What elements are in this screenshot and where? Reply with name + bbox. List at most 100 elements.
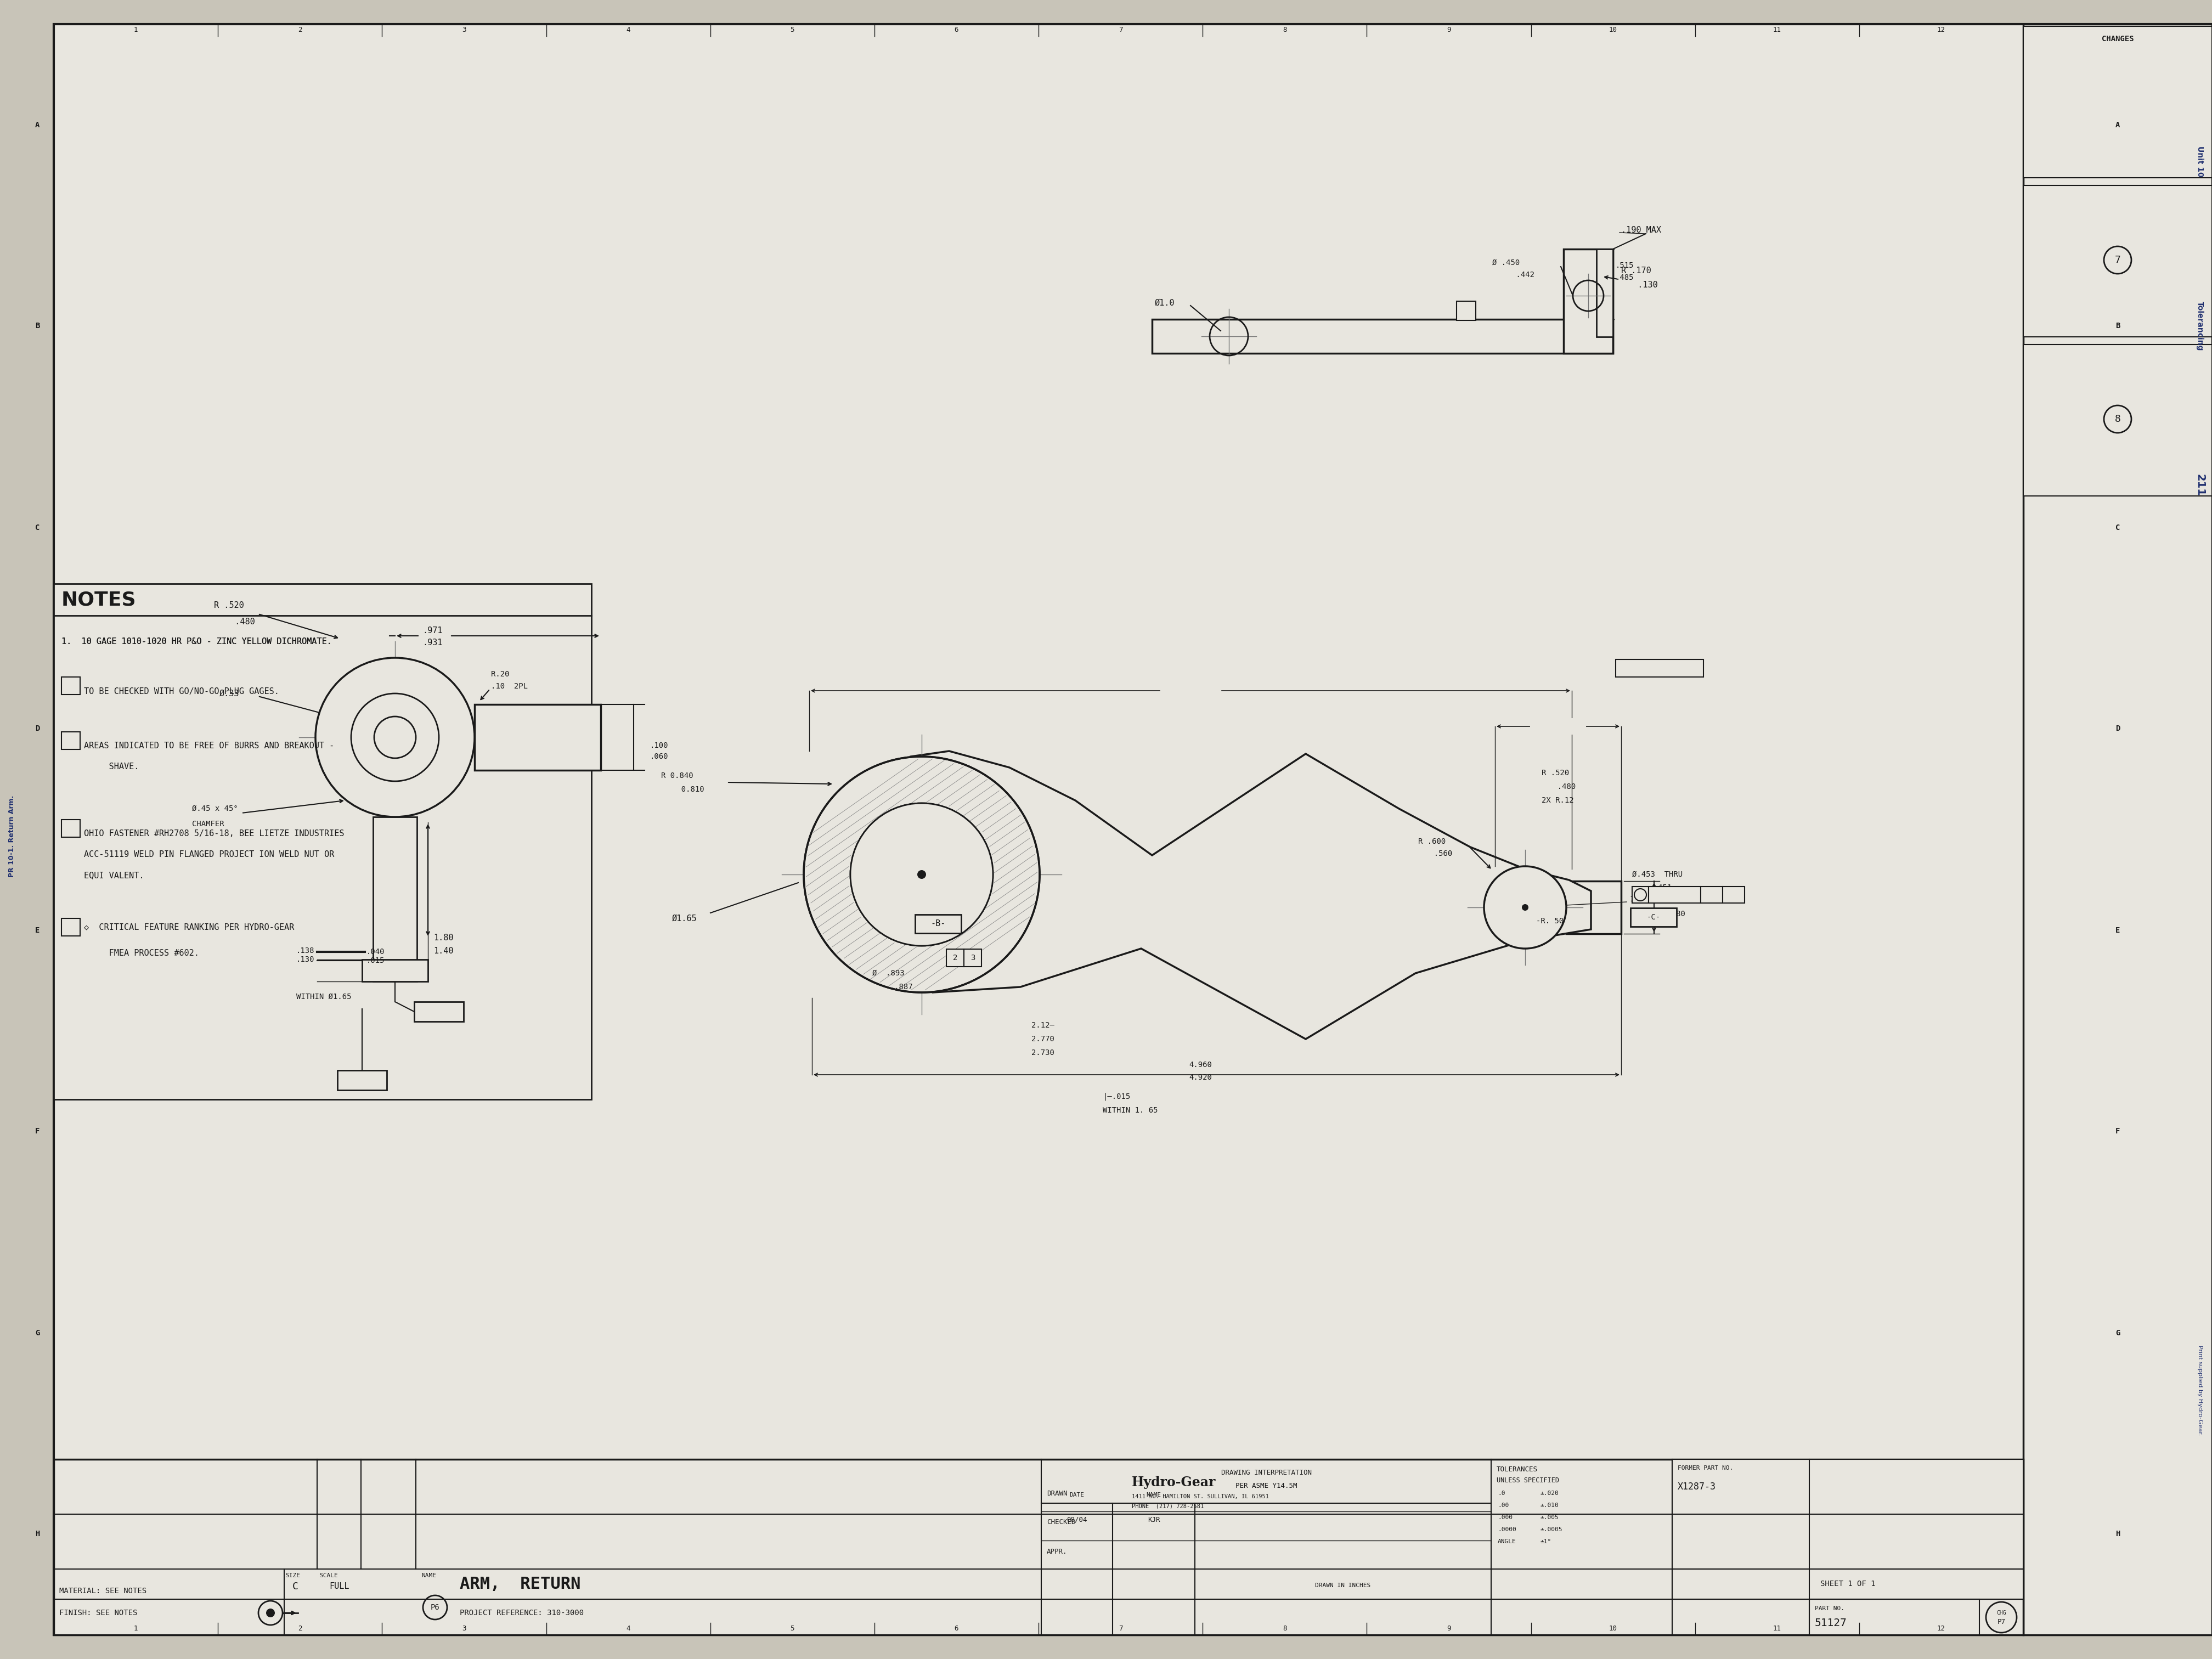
Text: R.20: R.20 — [491, 670, 509, 679]
Text: 3.165: 3.165 — [1179, 687, 1203, 695]
Text: -B-: -B- — [431, 1007, 447, 1015]
Text: 1: 1 — [133, 27, 137, 33]
Text: .971: .971 — [422, 625, 442, 634]
Bar — [1723, 886, 1745, 902]
Text: .485: .485 — [1615, 274, 1635, 282]
Text: 3: 3 — [462, 27, 467, 33]
Bar — [53, 1460, 2024, 1634]
Text: OHIO FASTENER #RH2708 5/16-18, BEE LIETZE INDUSTRIES: OHIO FASTENER #RH2708 5/16-18, BEE LIETZ… — [84, 830, 345, 838]
Text: FULL: FULL — [330, 1583, 349, 1591]
Text: .060: .060 — [650, 753, 668, 760]
Circle shape — [1484, 866, 1566, 949]
Text: 2.120: 2.120 — [1661, 898, 1686, 904]
Bar — [338, 1070, 387, 1090]
Text: .190 MAX: .190 MAX — [1621, 226, 1661, 234]
Bar — [1630, 907, 1677, 927]
Text: DRAWN IN INCHES: DRAWN IN INCHES — [1316, 1583, 1371, 1588]
Text: Ø  .893: Ø .893 — [872, 969, 905, 977]
Text: UNLESS SPECIFIED: UNLESS SPECIFIED — [1498, 1477, 1559, 1483]
Text: 0.810: 0.810 — [672, 786, 703, 793]
Text: PER ASME Y14.5M: PER ASME Y14.5M — [1234, 1481, 1296, 1490]
Text: CHG: CHG — [1997, 1611, 2006, 1616]
Text: 8: 8 — [1283, 1626, 1287, 1632]
Text: R .520: R .520 — [215, 602, 243, 611]
Text: Ø.453  THRU: Ø.453 THRU — [1632, 871, 1683, 878]
Text: 5.: 5. — [66, 825, 75, 833]
Text: 4.920: 4.920 — [1190, 1073, 1212, 1082]
Text: SCALE: SCALE — [319, 1573, 338, 1578]
Circle shape — [352, 693, 438, 781]
Text: 51127: 51127 — [1814, 1618, 1847, 1627]
Text: -B-: -B- — [931, 919, 947, 927]
Text: |—.015: |—.015 — [1104, 1093, 1130, 1100]
Text: 9: 9 — [1447, 27, 1451, 33]
Text: .10  2PL: .10 2PL — [491, 682, 529, 690]
Text: A: A — [1710, 891, 1714, 899]
Text: WITHIN Ø1.65: WITHIN Ø1.65 — [296, 994, 352, 1000]
Text: KJR: KJR — [1148, 1516, 1159, 1523]
Bar — [414, 1002, 465, 1022]
Bar — [1615, 659, 1703, 677]
Text: 08/04: 08/04 — [1066, 1516, 1088, 1523]
Text: DATE: DATE — [1071, 1491, 1084, 1498]
Text: ±1°: ±1° — [1540, 1540, 1551, 1545]
Text: AREAS INDICATED TO BE FREE OF BURRS AND BREAKOUT -: AREAS INDICATED TO BE FREE OF BURRS AND … — [84, 742, 334, 750]
Text: C: C — [2115, 524, 2119, 531]
Text: EQUI VALENT.: EQUI VALENT. — [84, 871, 144, 879]
Text: 211: 211 — [2194, 474, 2205, 496]
Text: P7: P7 — [1997, 1618, 2006, 1626]
Text: 10: 10 — [1608, 27, 1617, 33]
Text: R .520: R .520 — [1542, 770, 1568, 776]
Bar — [1809, 1599, 1980, 1634]
Text: DRAWN: DRAWN — [1046, 1490, 1068, 1496]
Text: .451: .451 — [1644, 884, 1672, 891]
Text: Ø.020: Ø.020 — [1652, 891, 1672, 899]
Text: .100: .100 — [650, 742, 668, 750]
Text: R 0.840: R 0.840 — [661, 771, 692, 780]
Text: 7: 7 — [1119, 27, 1124, 33]
Text: R .170: R .170 — [1621, 267, 1650, 275]
Text: PROJECT REFERENCE: 310-3000: PROJECT REFERENCE: 310-3000 — [460, 1609, 584, 1618]
Text: 12: 12 — [1938, 1626, 1944, 1632]
Circle shape — [265, 1609, 274, 1618]
Bar — [1152, 319, 1613, 353]
Text: .000: .000 — [1498, 1515, 1513, 1520]
Text: D: D — [35, 725, 40, 733]
Text: FINISH: SEE NOTES: FINISH: SEE NOTES — [60, 1609, 137, 1618]
Text: 6: 6 — [953, 1626, 958, 1632]
Text: A: A — [2115, 121, 2119, 129]
Text: .0000: .0000 — [1498, 1526, 1515, 1533]
Text: 3: 3 — [971, 954, 975, 962]
Text: Unit 10: Unit 10 — [2197, 146, 2203, 178]
Bar — [2024, 345, 2212, 496]
Text: B: B — [2115, 322, 2119, 330]
Text: 2.730: 2.730 — [1031, 1048, 1055, 1057]
Text: PHONE  (217) 728-2581: PHONE (217) 728-2581 — [1133, 1503, 1203, 1510]
Text: .442: .442 — [1498, 270, 1535, 279]
Text: 2.12‒: 2.12‒ — [1031, 1022, 1055, 1029]
Text: 2.770: 2.770 — [1031, 1035, 1055, 1044]
Text: 12: 12 — [1938, 27, 1944, 33]
Bar — [1566, 881, 1621, 934]
Text: .138: .138 — [296, 947, 314, 954]
Text: Ø.45 x 45°: Ø.45 x 45° — [192, 805, 239, 813]
Text: Ø .450: Ø .450 — [1493, 259, 1520, 267]
Text: 1.  10 GAGE 1010-1020 HR P&O - ZINC YELLOW DICHROMATE.: 1. 10 GAGE 1010-1020 HR P&O - ZINC YELLO… — [62, 637, 332, 645]
Text: R .600: R .600 — [1418, 838, 1447, 846]
Polygon shape — [911, 752, 1590, 1039]
Text: Print supplied by Hydro-Gear.: Print supplied by Hydro-Gear. — [2197, 1345, 2203, 1435]
Text: WITHIN 1. 65: WITHIN 1. 65 — [1104, 1107, 1157, 1115]
Text: B: B — [1732, 891, 1736, 899]
Text: ±.005: ±.005 — [1540, 1515, 1559, 1520]
Text: CHAMFER: CHAMFER — [192, 820, 223, 828]
Bar — [1701, 886, 1723, 902]
Text: 1.25: 1.25 — [1630, 896, 1648, 902]
Text: TOLERANCES: TOLERANCES — [1498, 1465, 1537, 1473]
Text: ±.020: ±.020 — [1540, 1490, 1559, 1496]
Text: CHECKED: CHECKED — [1046, 1520, 1075, 1526]
Circle shape — [374, 717, 416, 758]
Text: 2: 2 — [953, 954, 958, 962]
Text: NOTES: NOTES — [62, 591, 137, 609]
Bar — [964, 949, 982, 967]
Bar — [1531, 718, 1586, 733]
